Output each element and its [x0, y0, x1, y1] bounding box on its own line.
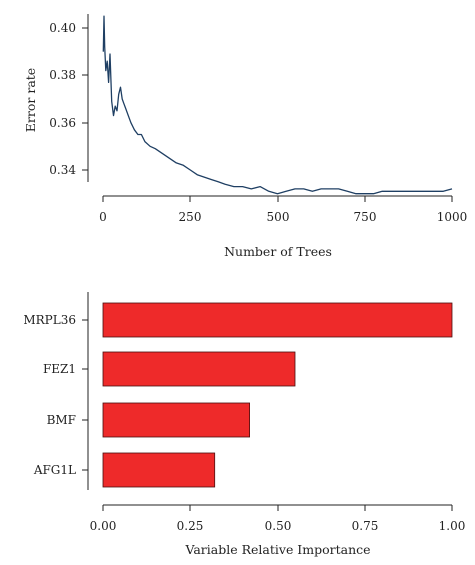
bar-chart-x-ticks: 0.00 0.25 0.50 0.75 1.00	[90, 505, 466, 533]
x-tick-label: 250	[179, 210, 202, 224]
bar-chart-x-axis-title: Variable Relative Importance	[184, 542, 370, 557]
category-label-afg1l: AFG1L	[33, 463, 76, 477]
bar-group	[103, 303, 452, 487]
bar-bmf	[103, 403, 250, 437]
line-chart-y-axis-title: Error rate	[23, 68, 38, 132]
y-tick-label: 0.40	[49, 21, 76, 35]
x-tick-label: 0.00	[90, 519, 117, 533]
x-tick-label: 1000	[437, 210, 468, 224]
x-tick-label: 0.25	[177, 519, 204, 533]
bar-mrpl36	[103, 303, 452, 337]
category-label-bmf: BMF	[47, 413, 76, 427]
error-rate-chart: 0.34 0.36 0.38 0.40 0 250 500 750 1000 E…	[23, 14, 467, 259]
importance-chart: MRPL36 FEZ1 BMF AFG1L 0.00 0.25 0.50 0.7…	[23, 292, 465, 557]
x-tick-label: 750	[354, 210, 377, 224]
x-tick-label: 1.00	[439, 519, 466, 533]
line-chart-x-axis-title: Number of Trees	[224, 244, 332, 259]
category-label-mrpl36: MRPL36	[23, 313, 76, 327]
y-tick-label: 0.34	[49, 163, 76, 177]
y-tick-label: 0.36	[49, 116, 76, 130]
y-tick-label: 0.38	[49, 68, 76, 82]
line-chart-x-ticks: 0 250 500 750 1000	[99, 196, 467, 224]
line-chart-y-ticks: 0.34 0.36 0.38 0.40	[49, 21, 88, 177]
bar-fez1	[103, 352, 295, 386]
x-tick-label: 500	[267, 210, 290, 224]
category-label-fez1: FEZ1	[43, 362, 76, 376]
x-tick-label: 0	[99, 210, 107, 224]
error-rate-series-line	[103, 16, 452, 194]
x-tick-label: 0.75	[352, 519, 379, 533]
bar-afg1l	[103, 453, 215, 487]
bar-chart-y-ticks: MRPL36 FEZ1 BMF AFG1L	[23, 313, 88, 477]
x-tick-label: 0.50	[265, 519, 292, 533]
